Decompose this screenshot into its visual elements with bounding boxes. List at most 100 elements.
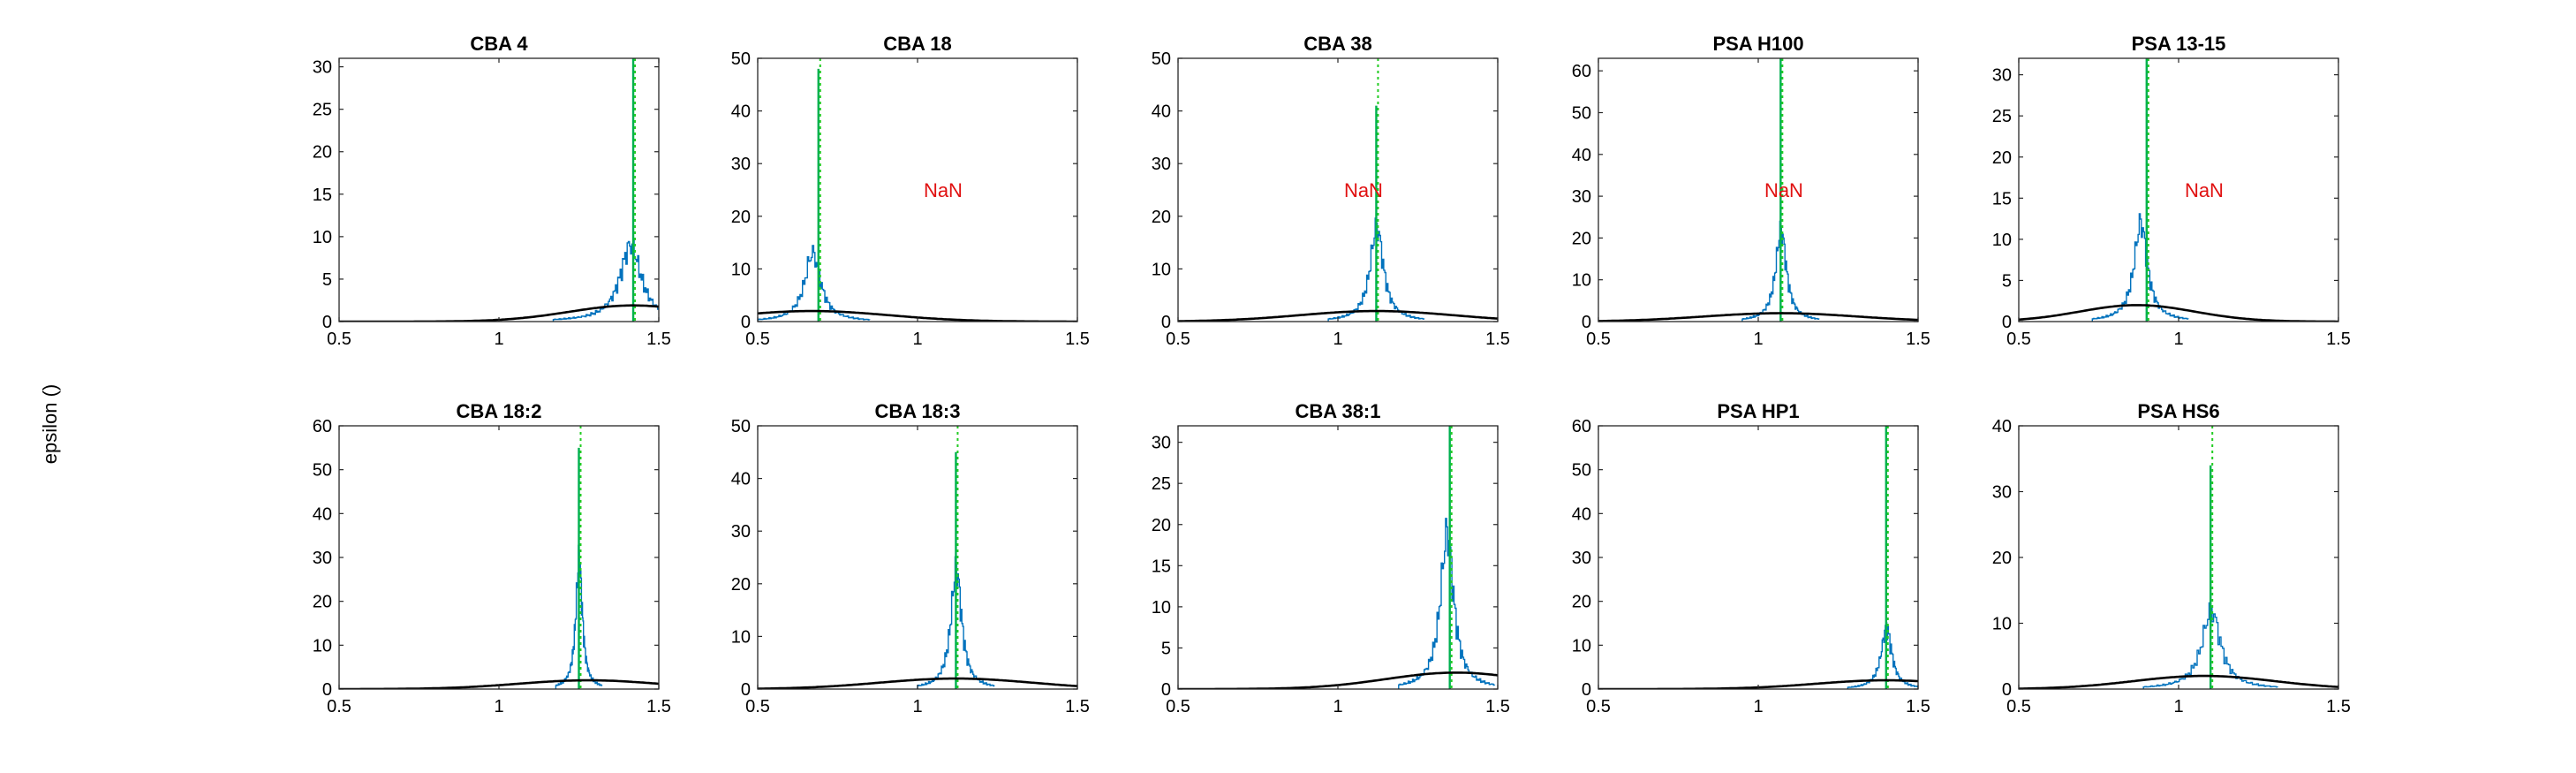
- subplot-title: PSA H100: [1712, 33, 1803, 55]
- axes-box: [2018, 57, 2339, 322]
- subplot: PSA HS6 0.5 1 1.5 0 10 20 30 40: [1992, 400, 2351, 716]
- subplot-title: PSA HS6: [2137, 400, 2219, 422]
- y-tick-label: 50: [1572, 103, 1591, 123]
- x-tick-label: 1.5: [1906, 697, 1930, 716]
- y-tick-label: 0: [1161, 313, 1171, 332]
- y-tick-label: 10: [1572, 636, 1591, 656]
- y-tick-label: 20: [1572, 593, 1591, 612]
- axes-box: [338, 57, 660, 322]
- y-tick-label: 10: [313, 636, 332, 656]
- x-tick-label: 1.5: [2326, 330, 2351, 349]
- x-tick-label: 1.5: [1485, 697, 1510, 716]
- axes-box: [757, 425, 1078, 690]
- y-tick-label: 25: [313, 101, 332, 120]
- axes-box: [1598, 57, 1919, 322]
- subplot-title: CBA 38:1: [1296, 400, 1381, 422]
- y-tick-label: 40: [731, 470, 751, 489]
- gaussian-fit-curve: [2019, 674, 2338, 689]
- y-tick-label: 0: [1582, 680, 1591, 700]
- histogram-distribution: [2091, 213, 2189, 322]
- y-tick-label: 20: [313, 593, 332, 612]
- y-tick-label: 20: [731, 208, 751, 227]
- y-tick-label: 30: [1152, 155, 1171, 174]
- y-tick-label: 60: [1572, 417, 1591, 436]
- plot-area: [339, 58, 659, 322]
- y-tick-label: 30: [731, 155, 751, 174]
- axes-box: [338, 425, 660, 690]
- x-tick-label: 1: [494, 330, 503, 349]
- y-tick-label: 20: [313, 143, 332, 163]
- y-tick-label: 15: [313, 186, 332, 205]
- x-tick-label: 0.5: [745, 330, 770, 349]
- x-tick-label: 1: [1333, 330, 1342, 349]
- y-tick-label: 40: [1992, 417, 2012, 436]
- y-tick-label: 20: [1992, 549, 2012, 568]
- y-tick-label: 20: [731, 575, 751, 595]
- subplot: CBA 4 0.5 1 1.5 0 5 10 15 20 25 30: [313, 33, 671, 349]
- y-tick-label: 15: [1152, 557, 1171, 576]
- x-tick-label: 0.5: [2006, 697, 2031, 716]
- y-tick-label: 0: [322, 313, 332, 332]
- y-tick-label: 50: [313, 461, 332, 481]
- x-tick-label: 1: [494, 697, 503, 716]
- y-tick-label: 50: [731, 417, 751, 436]
- y-tick-label: 0: [2002, 313, 2012, 332]
- axes-box: [1177, 57, 1499, 322]
- y-tick-label: 30: [1572, 549, 1591, 568]
- gaussian-fit-curve: [1178, 309, 1498, 322]
- x-tick-label: 1.5: [1065, 330, 1090, 349]
- y-tick-label: 25: [1152, 474, 1171, 494]
- y-tick-label: 10: [731, 627, 751, 647]
- y-tick-label: 60: [313, 417, 332, 436]
- y-tick-label: 30: [731, 522, 751, 542]
- y-tick-label: 40: [313, 504, 332, 524]
- axes-box: [2018, 425, 2339, 690]
- y-tick-label: 60: [1572, 62, 1591, 81]
- subplot: CBA 38:1 0.5 1 1.5 0 5 10 15 20 25 30: [1152, 400, 1510, 716]
- y-tick-label: 0: [322, 680, 332, 700]
- plot-area: [758, 426, 1077, 689]
- y-tick-label: 5: [2002, 271, 2012, 291]
- x-tick-label: 1: [1753, 697, 1763, 716]
- y-tick-label: 20: [1152, 208, 1171, 227]
- x-tick-label: 0.5: [2006, 330, 2031, 349]
- nan-annotation: NaN: [1764, 179, 1803, 201]
- x-tick-label: 1.5: [1906, 330, 1930, 349]
- y-tick-label: 50: [731, 49, 751, 69]
- plot-area: [2019, 426, 2338, 689]
- subplot: PSA 13-15 0.5 1 1.5 0 5 10 15 20 25 30 NaN: [1992, 33, 2351, 349]
- subplot: CBA 38 0.5 1 1.5 0 10 20 30 40 50 NaN: [1152, 33, 1510, 349]
- y-tick-label: 20: [1152, 516, 1171, 535]
- x-tick-label: 1.5: [646, 697, 671, 716]
- x-tick-label: 0.5: [745, 697, 770, 716]
- y-tick-label: 40: [1572, 504, 1591, 524]
- histogram-distribution: [1398, 518, 1496, 689]
- y-tick-label: 25: [1992, 107, 2012, 126]
- y-tick-label: 5: [322, 270, 332, 290]
- x-tick-label: 0.5: [1586, 330, 1611, 349]
- x-tick-label: 1: [1333, 697, 1342, 716]
- y-tick-label: 20: [1992, 148, 2012, 168]
- x-tick-label: 1: [912, 330, 922, 349]
- y-tick-label: 30: [313, 58, 332, 78]
- subplot-title: PSA 13-15: [2132, 33, 2226, 55]
- figure-ylabel: epsilon (): [39, 384, 61, 464]
- y-tick-label: 50: [1572, 461, 1591, 481]
- x-tick-label: 1: [2173, 330, 2183, 349]
- y-tick-label: 30: [1992, 66, 2012, 86]
- subplot-title: CBA 18: [883, 33, 951, 55]
- y-tick-label: 5: [1161, 639, 1171, 658]
- histogram-distribution: [552, 239, 659, 322]
- y-tick-label: 10: [1152, 260, 1171, 279]
- nan-annotation: NaN: [1344, 179, 1383, 201]
- y-tick-label: 10: [313, 228, 332, 247]
- gaussian-fit-curve: [758, 677, 1077, 689]
- y-tick-label: 10: [1992, 615, 2012, 634]
- x-tick-label: 1.5: [1485, 330, 1510, 349]
- plot-area: [1178, 426, 1498, 689]
- subplot-title: PSA HP1: [1717, 400, 1799, 422]
- y-tick-label: 10: [1992, 231, 2012, 250]
- subplot: PSA H100 0.5 1 1.5 0 10 20 30 40 50 60 NaN: [1572, 33, 1930, 349]
